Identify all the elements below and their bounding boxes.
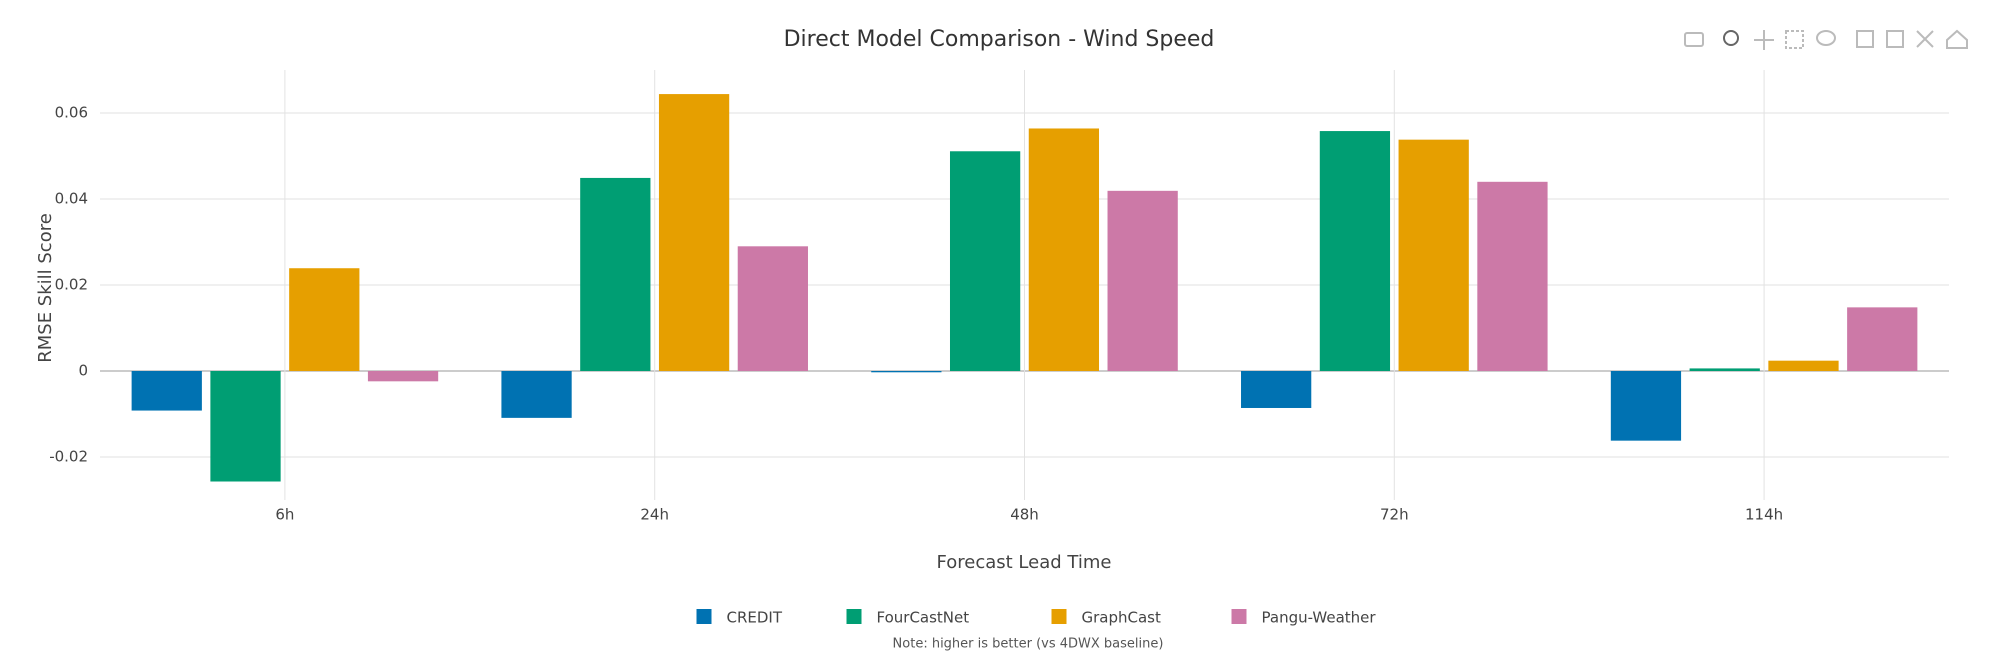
legend-swatch: [846, 609, 862, 624]
bar: [1028, 128, 1100, 371]
bar: [1847, 307, 1918, 371]
legend-label: Pangu-Weather: [1262, 609, 1377, 627]
reset-icon[interactable]: [1946, 29, 1968, 49]
bar: [1107, 190, 1178, 371]
zoom-icon[interactable]: [1723, 30, 1739, 46]
bar: [1768, 360, 1839, 371]
x-axis-title: Forecast Lead Time: [937, 552, 1112, 573]
bar: [580, 177, 651, 371]
bar: [367, 371, 439, 382]
y-axis-title: RMSE Skill Score: [35, 213, 56, 363]
note: Note: higher is better (vs 4DWX baseline…: [893, 637, 1164, 652]
bar: [658, 94, 730, 371]
y-tick-label: 0.02: [55, 276, 88, 294]
bar: [1477, 181, 1548, 371]
x-tick-label: 48h: [1010, 506, 1039, 524]
zoom-in-icon[interactable]: [1856, 30, 1874, 48]
y-tick-label: 0: [78, 362, 88, 380]
bar: [1398, 139, 1469, 371]
bar: [1319, 131, 1391, 371]
pan-icon[interactable]: [1754, 30, 1774, 50]
chart-title: Direct Model Comparison - Wind Speed: [784, 27, 1215, 52]
bar: [871, 371, 942, 373]
bar: [289, 268, 360, 371]
bar: [131, 371, 202, 411]
x-tick-label: 72h: [1380, 506, 1409, 524]
bar: [210, 371, 281, 482]
bar: [949, 151, 1021, 371]
bar: [1241, 371, 1312, 408]
bar: [501, 371, 572, 418]
bar: [737, 246, 808, 371]
legend-swatch: [696, 609, 712, 624]
legend-label: CREDIT: [727, 609, 783, 627]
legend-label: FourCastNet: [877, 609, 970, 627]
y-tick-label: 0.06: [55, 104, 88, 122]
legend-label: GraphCast: [1082, 609, 1161, 627]
legend-swatch: [1231, 609, 1247, 624]
bar: [1689, 368, 1760, 371]
select-icon[interactable]: [1785, 30, 1804, 49]
toolbar: [1684, 29, 1968, 50]
zoom-out-icon[interactable]: [1886, 30, 1904, 48]
x-tick-label: 6h: [275, 506, 294, 524]
y-tick-label: -0.02: [49, 448, 88, 466]
x-tick-label: 24h: [640, 506, 669, 524]
y-tick-label: 0.04: [55, 190, 88, 208]
camera-icon[interactable]: [1684, 32, 1704, 47]
legend-swatch: [1051, 609, 1067, 624]
autoscale-icon[interactable]: [1916, 30, 1934, 48]
x-tick-label: 114h: [1745, 506, 1783, 524]
bar: [1610, 371, 1682, 441]
lasso-icon[interactable]: [1816, 30, 1836, 46]
